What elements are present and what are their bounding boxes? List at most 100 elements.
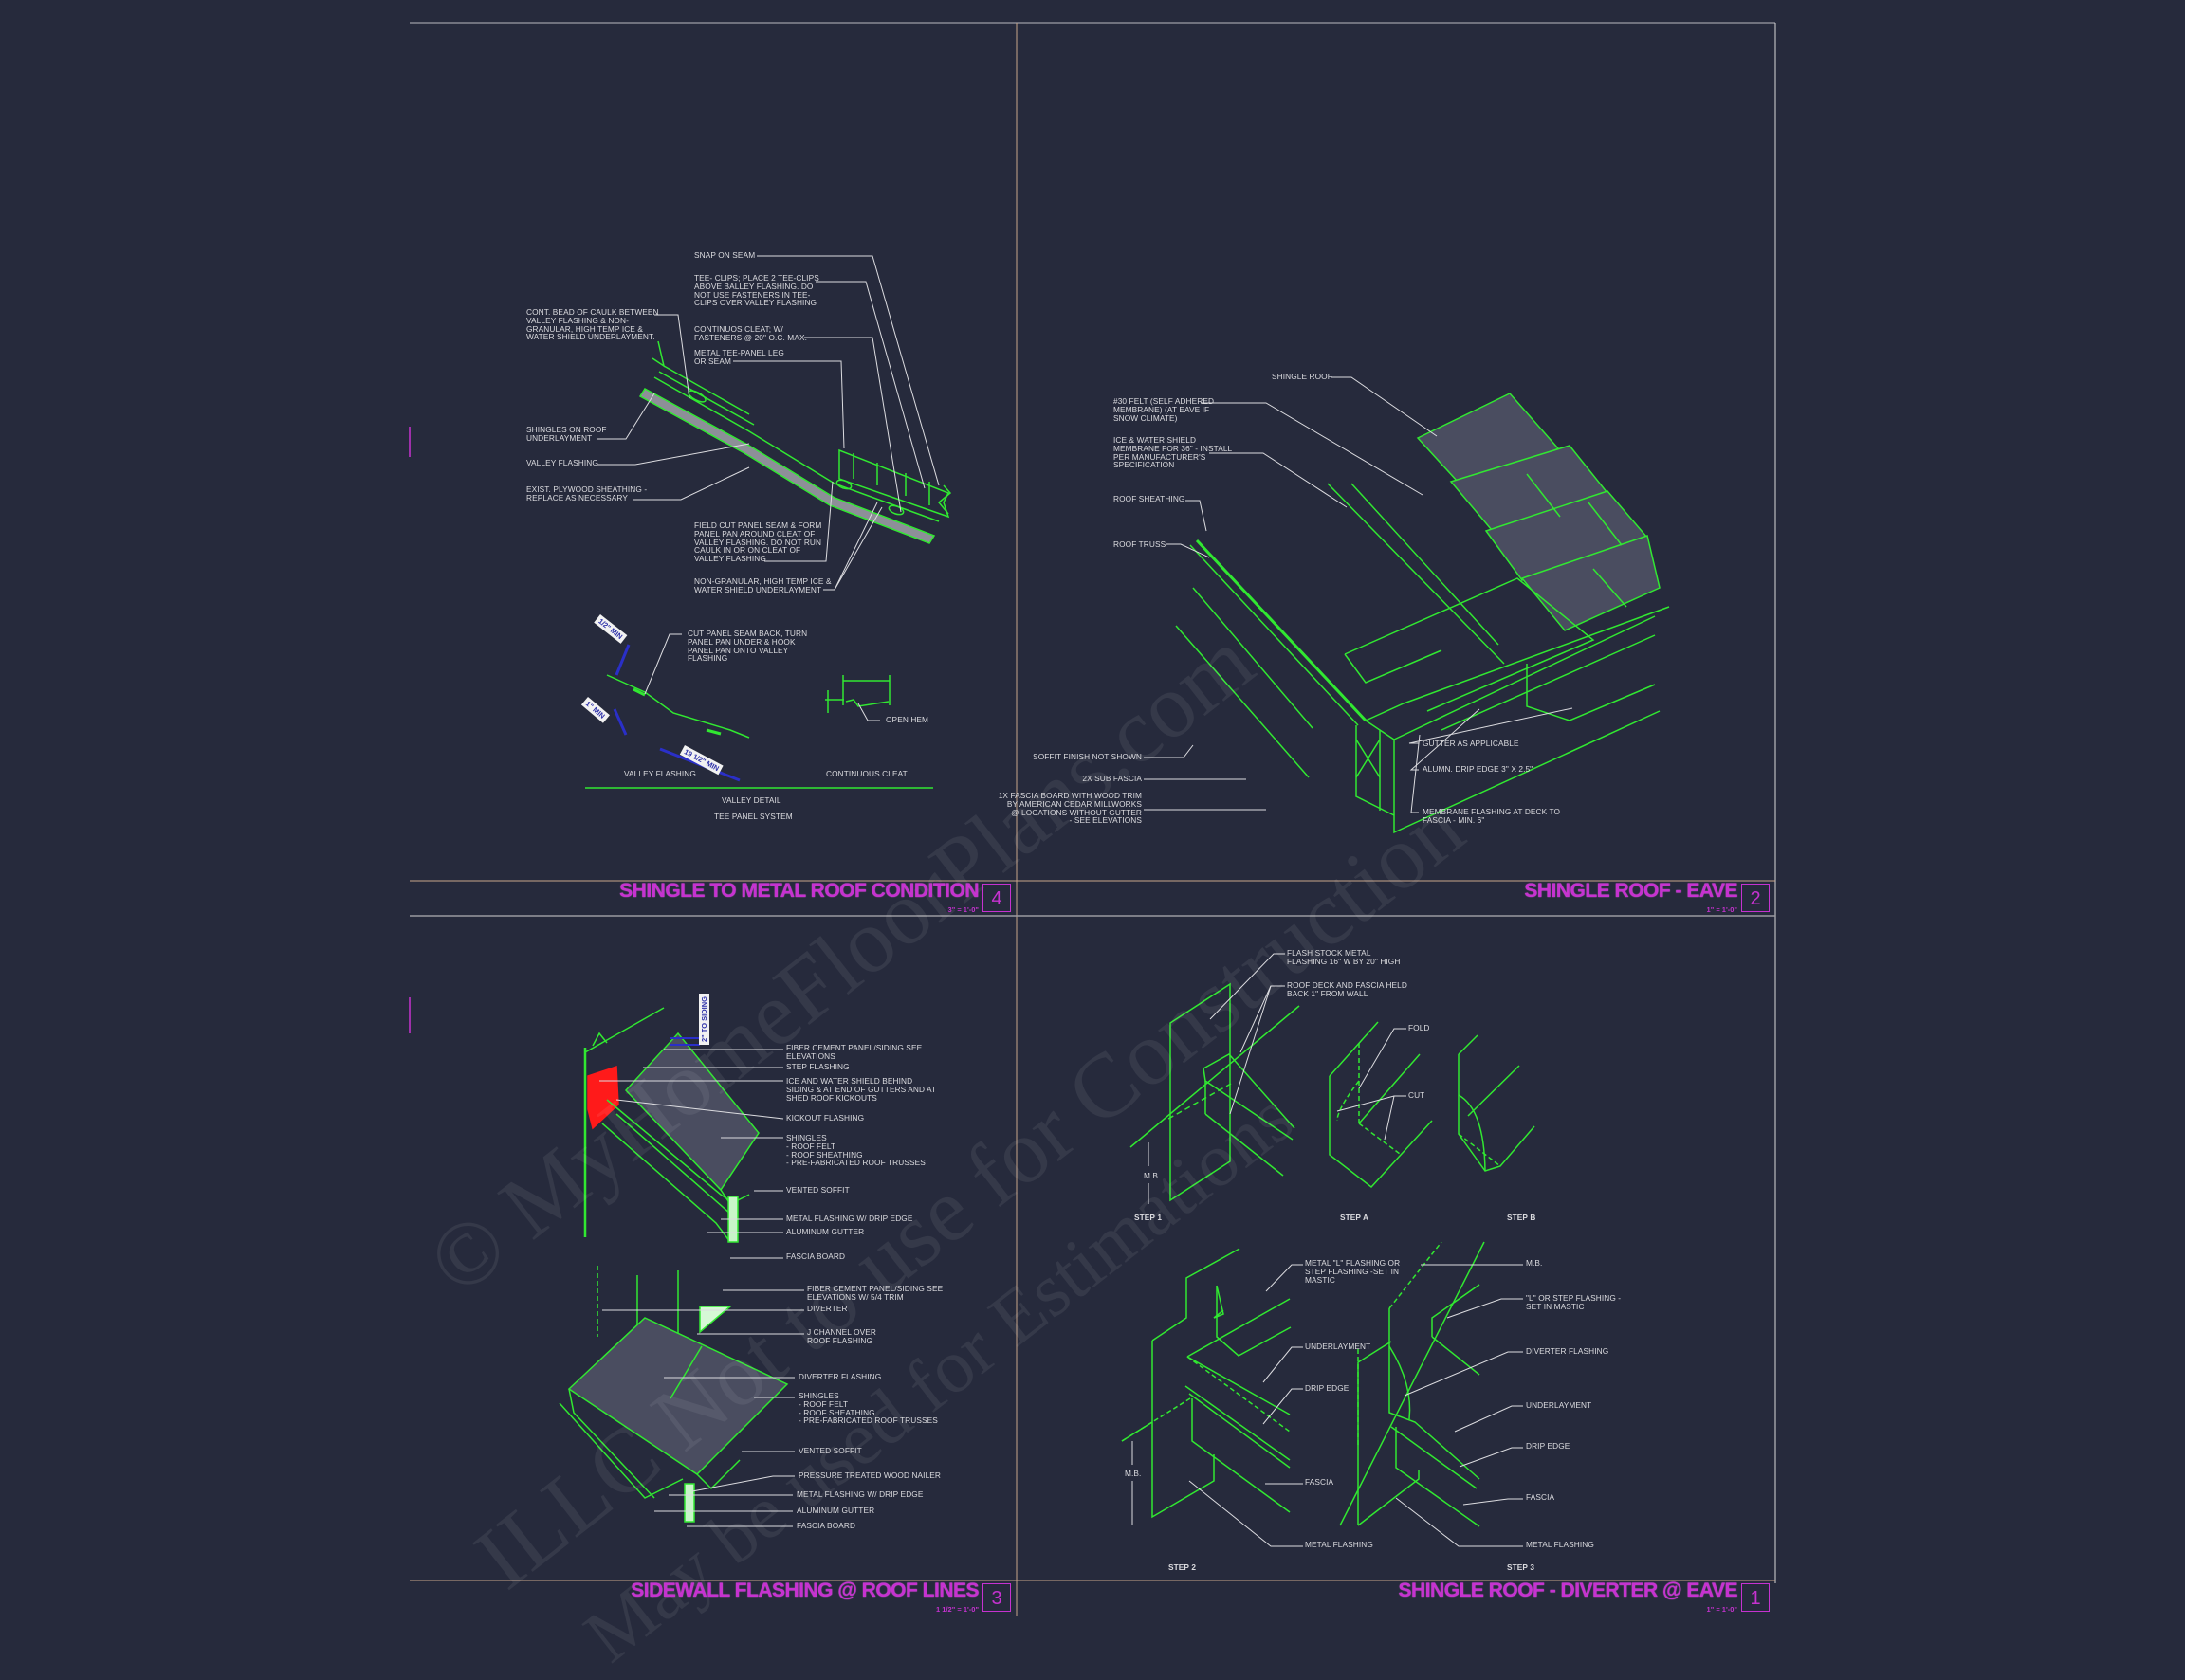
detail-2-title: SHINGLE ROOF - EAVE [1524, 880, 1737, 902]
detail-3-callout-label: ALUMINUM GUTTER [797, 1506, 875, 1515]
detail-1-callout-label: DIVERTER FLASHING [1526, 1346, 1609, 1356]
detail-3-callout-label: FASCIA BOARD [786, 1251, 846, 1261]
detail-4-callout-label: VALLEY FLASHING [624, 769, 696, 778]
detail-3-callout-label: SHINGLES - ROOF FELT - ROOF SHEATHING - … [786, 1133, 926, 1168]
detail-3-drawing [559, 1007, 789, 1523]
detail-4-callout-label: TEE- CLIPS; PLACE 2 TEE-CLIPS ABOVE BALL… [694, 273, 819, 308]
detail-1-leaders [1131, 953, 1523, 1547]
detail-4-scale: 3" = 1'-0" [947, 905, 979, 914]
detail-3-title: SIDEWALL FLASHING @ ROOF LINES [631, 1580, 979, 1601]
detail-3-callout-label: DIVERTER [807, 1304, 848, 1313]
detail-1-number: 1 [1741, 1583, 1770, 1612]
detail-4-callout-label: FIELD CUT PANEL SEAM & FORM PANEL PAN AR… [694, 520, 822, 564]
detail-3-callout-label: METAL FLASHING W/ DRIP EDGE [797, 1489, 924, 1499]
detail-4-callout-label: OPEN HEM [886, 715, 929, 724]
detail-4-callout-label: METAL TEE-PANEL LEG OR SEAM [694, 348, 784, 366]
detail-2-callout-label: #30 FELT (SELF ADHERED MEMBRANE) (AT EAV… [1113, 396, 1215, 423]
detail-1-callout-label: UNDERLAYMENT [1526, 1400, 1592, 1410]
detail-3-callout-label: KICKOUT FLASHING [786, 1113, 865, 1123]
detail-3-callout-label: VENTED SOFFIT [786, 1185, 850, 1195]
detail-4-callout-label: CONTINUOUS CLEAT [826, 769, 908, 778]
detail-2-callout-label: 2X SUB FASCIA [1082, 774, 1142, 783]
detail-4-drawing [585, 340, 952, 789]
detail-2-leaders [1144, 376, 1573, 813]
detail-3-callout-label: FIBER CEMENT PANEL/SIDING SEE ELEVATIONS [786, 1043, 923, 1061]
detail-4-title: SHINGLE TO METAL ROOF CONDITION [619, 880, 979, 902]
detail-1-callout-label: "L" OR STEP FLASHING - SET IN MASTIC [1526, 1293, 1622, 1311]
detail-1-callout-label: M.B. [1125, 1469, 1142, 1478]
detail-1-callout-label: UNDERLAYMENT [1305, 1342, 1371, 1351]
detail-2-callout-label: ALUMN. DRIP EDGE 3" X 2.5" [1423, 764, 1533, 774]
detail-2-callout-label: GUTTER AS APPLICABLE [1423, 739, 1519, 748]
detail-2-scale: 1" = 1'-0" [1706, 905, 1737, 914]
sheet-frame [409, 22, 1776, 1616]
detail-3-dimension-mark [670, 1037, 700, 1046]
detail-1-title: SHINGLE ROOF - DIVERTER @ EAVE [1398, 1580, 1738, 1601]
detail-4-callout-label: SHINGLES ON ROOF UNDERLAYMENT [526, 425, 607, 443]
detail-4-callout-label: EXIST. PLYWOOD SHEATHING - REPLACE AS NE… [526, 484, 648, 502]
detail-3-callout-label: SHINGLES - ROOF FELT - ROOF SHEATHING - … [799, 1391, 938, 1426]
detail-1-callout-label: STEP 1 [1134, 1213, 1163, 1222]
detail-3-scale: 1 1/2" = 1'-0" [936, 1605, 979, 1614]
detail-2-callout-label: MEMBRANE FLASHING AT DECK TO FASCIA - MI… [1423, 807, 1561, 825]
detail-3-leaders [599, 1049, 804, 1527]
detail-1-callout-label: M.B. [1526, 1258, 1543, 1268]
detail-1-callout-label: CUT [1408, 1090, 1425, 1100]
detail-2-callout-label: ICE & WATER SHIELD MEMBRANE FOR 36" - IN… [1113, 435, 1233, 470]
detail-1-callout-label: METAL "L" FLASHING OR STEP FLASHING -SET… [1305, 1258, 1401, 1285]
detail-1-callout-label: M.B. [1144, 1171, 1161, 1180]
detail-1-callout-label: FASCIA [1305, 1477, 1334, 1487]
shingle-course [1520, 535, 1661, 631]
detail-3-number: 3 [982, 1583, 1011, 1612]
detail-2-callout-label: SHINGLE ROOF [1272, 372, 1332, 381]
detail-3-callout-label: DIVERTER FLASHING [799, 1372, 882, 1381]
detail-1-callout-label: FOLD [1408, 1023, 1430, 1032]
detail-3-callout-label: METAL FLASHING W/ DRIP EDGE [786, 1214, 913, 1223]
detail-2-callout-label: ROOF SHEATHING [1113, 494, 1185, 503]
detail-1-callout-label: FASCIA [1526, 1492, 1555, 1502]
dimension-tag: 2" TO SIDING [699, 993, 709, 1045]
detail-1-drawing [1121, 982, 1535, 1527]
detail-4-leaders [597, 255, 940, 721]
shingle-field [624, 1032, 760, 1192]
detail-1-callout-label: STEP A [1340, 1213, 1369, 1222]
detail-3-callout-label: ICE AND WATER SHIELD BEHIND SIDING & AT … [786, 1076, 937, 1103]
detail-4-callout-label: CONTINUOS CLEAT; W/ FASTENERS @ 20" O.C.… [694, 324, 807, 342]
detail-1-callout-label: ROOF DECK AND FASCIA HELD BACK 1" FROM W… [1287, 980, 1407, 998]
diverter [699, 1306, 733, 1334]
detail-4-number: 4 [982, 884, 1011, 912]
detail-2-callout-label: SOFFIT FINISH NOT SHOWN [1033, 752, 1142, 761]
detail-3-callout-label: J CHANNEL OVER ROOF FLASHING [807, 1327, 877, 1345]
detail-3-callout-label: ALUMINUM GUTTER [786, 1227, 865, 1236]
detail-2-number: 2 [1741, 884, 1770, 912]
detail-2-callout-label: 1X FASCIA BOARD WITH WOOD TRIM BY AMERIC… [998, 791, 1142, 826]
detail-3-callout-label: VENTED SOFFIT [799, 1446, 862, 1455]
detail-3-callout-label: STEP FLASHING [786, 1062, 850, 1071]
detail-2-callout-label: ROOF TRUSS [1113, 539, 1166, 549]
plywood-sheathing [638, 388, 936, 544]
detail-2-drawing [1175, 393, 1670, 834]
detail-4-callout-label: VALLEY FLASHING [526, 458, 598, 467]
detail-1-callout-label: FLASH STOCK METAL FLASHING 16" W BY 20" … [1287, 948, 1401, 966]
kickout-flashing [587, 1065, 619, 1130]
detail-1-callout-label: STEP 3 [1507, 1562, 1535, 1572]
detail-4-callout-label: VALLEY DETAIL [722, 795, 781, 805]
shingle-field [567, 1317, 789, 1475]
detail-1-callout-label: STEP B [1507, 1213, 1536, 1222]
detail-4-callout-label: TEE PANEL SYSTEM [714, 812, 793, 821]
detail-3-callout-label: FASCIA BOARD [797, 1521, 856, 1530]
detail-1-callout-label: METAL FLASHING [1305, 1540, 1373, 1549]
drawing-sheet [409, 22, 1776, 1616]
detail-3-callout-label: PRESSURE TREATED WOOD NAILER [799, 1470, 942, 1480]
detail-1-callout-label: METAL FLASHING [1526, 1540, 1594, 1549]
detail-3-callout-label: FIBER CEMENT PANEL/SIDING SEE ELEVATIONS… [807, 1284, 944, 1302]
detail-4-callout-label: NON-GRANULAR, HIGH TEMP ICE & WATER SHIE… [694, 576, 832, 594]
detail-4-callout-label: CONT. BEAD OF CAULK BETWEEN VALLEY FLASH… [526, 307, 659, 342]
detail-4-callout-label: SNAP ON SEAM [694, 250, 756, 260]
detail-4-callout-label: CUT PANEL SEAM BACK, TURN PANEL PAN UNDE… [688, 629, 808, 664]
detail-1-callout-label: DRIP EDGE [1526, 1441, 1570, 1451]
detail-4-dimension-marks [613, 644, 741, 782]
detail-1-callout-label: STEP 2 [1168, 1562, 1197, 1572]
detail-1-callout-label: DRIP EDGE [1305, 1383, 1350, 1393]
detail-1-scale: 1" = 1'-0" [1706, 1605, 1737, 1614]
